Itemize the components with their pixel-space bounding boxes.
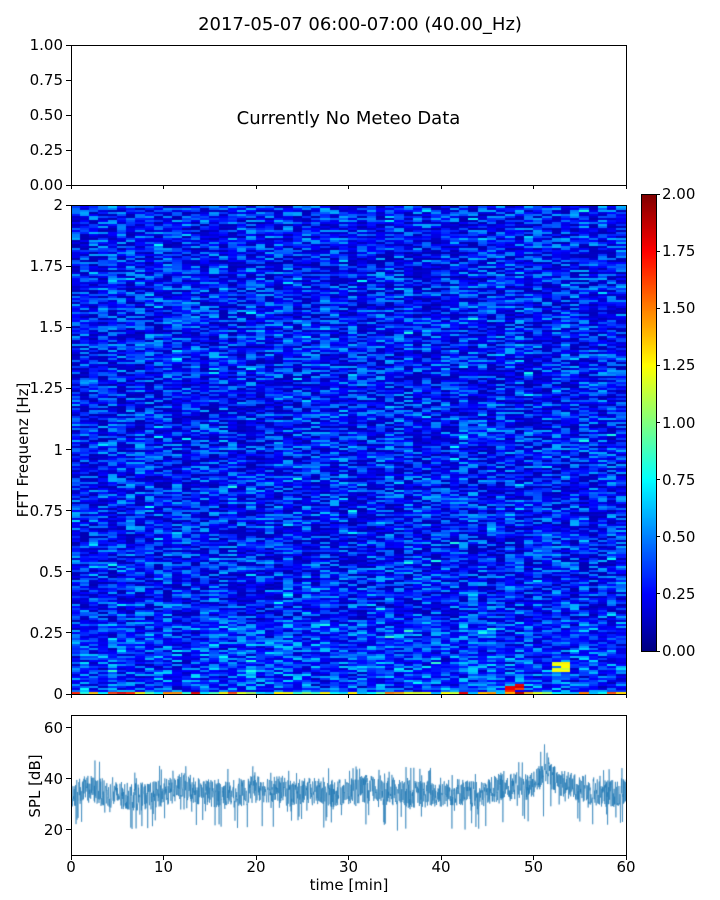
colorbar-tick-label: 1.25 — [662, 356, 696, 375]
colorbar-tick-mark — [656, 593, 660, 595]
spectrogram-y-tick-label: 1.25 — [29, 379, 63, 398]
spectrogram-y-tick-mark — [66, 449, 71, 450]
spectrogram-y-tick-label: 0.75 — [29, 501, 63, 520]
spl-x-tick-label: 30 — [338, 858, 359, 876]
spectrogram-y-tick-label: 0 — [53, 685, 63, 703]
meteo-y-tick-label: 0.50 — [29, 106, 63, 124]
spl-x-tick-label: 20 — [246, 858, 266, 876]
spl-x-tick-label: 10 — [153, 858, 174, 876]
meteo-x-tick-mark — [163, 185, 164, 189]
colorbar-tick-mark — [656, 536, 660, 538]
colorbar-tick-mark — [656, 250, 660, 252]
no-meteo-message: Currently No Meteo Data — [236, 108, 461, 129]
meteo-x-tick-mark — [255, 185, 257, 189]
spectrogram-y-tick-label: 2 — [53, 196, 63, 214]
meteo-y-tick-label: 0.25 — [29, 141, 63, 159]
spectrogram-y-tick-mark — [66, 326, 71, 328]
spl-y-tick-label: 40 — [43, 769, 63, 788]
colorbar-frame — [641, 194, 657, 652]
spectrogram-frame — [71, 205, 627, 695]
spectrogram-y-tick-mark — [66, 265, 71, 267]
meteo-y-tick-label: 0.75 — [29, 71, 63, 89]
spectrogram-heatmap — [71, 205, 626, 695]
meteo-y-tick-mark — [66, 149, 71, 151]
spl-x-tick-label: 60 — [616, 858, 636, 876]
spl-frame — [71, 715, 627, 856]
spectrogram-y-tick-label: 0.25 — [29, 623, 63, 642]
spectrogram-y-tick-mark — [66, 632, 71, 634]
spl-x-tick-label: 0 — [66, 858, 76, 876]
spectrogram-y-label: FFT Frequenz [Hz] — [14, 382, 32, 518]
colorbar-tick-label: 0.50 — [662, 527, 696, 546]
meteo-y-tick-mark — [66, 79, 71, 81]
colorbar-tick-label: 2.00 — [662, 185, 696, 203]
meteo-y-tick-mark — [66, 114, 71, 116]
spectrogram-y-tick-mark — [66, 510, 71, 512]
spl-y-tick-label: 60 — [43, 718, 63, 737]
colorbar-tick-label: 0.00 — [662, 642, 696, 660]
meteo-y-tick-mark — [66, 44, 71, 46]
meteo-y-tick-label: 1.00 — [29, 36, 63, 54]
spectrogram-x-tick-mark — [533, 694, 534, 698]
spectrogram-y-tick-mark — [66, 204, 71, 206]
spl-x-tick-label: 50 — [523, 858, 544, 876]
colorbar-tick-mark — [656, 193, 660, 195]
figure-title: 2017-05-07 06:00-07:00 (40.00_Hz) — [198, 14, 522, 35]
spl-x-tick-mark — [255, 855, 257, 860]
spl-y-tick-mark — [66, 829, 71, 831]
spectrogram-x-tick-mark — [348, 694, 349, 698]
spl-y-tick-mark — [66, 727, 71, 729]
meteo-x-tick-mark — [440, 185, 442, 189]
colorbar-tick-label: 1.75 — [662, 242, 696, 261]
spectrogram-y-tick-label: 1.75 — [29, 257, 63, 276]
spl-x-label: time [min] — [309, 876, 389, 894]
colorbar-tick-label: 1.00 — [662, 413, 696, 432]
meteo-y-tick-mark — [66, 184, 71, 186]
colorbar-tick-label: 1.50 — [662, 299, 696, 318]
colorbar-tick-mark — [656, 650, 660, 652]
spl-x-tick-label: 40 — [431, 858, 451, 876]
spl-line — [71, 715, 626, 855]
colorbar-tick-label: 0.25 — [662, 584, 696, 603]
spectrogram-x-tick-mark — [163, 694, 164, 698]
spl-x-tick-mark — [348, 855, 349, 860]
spectrogram-x-tick-mark — [70, 694, 72, 698]
meteo-x-tick-mark — [625, 185, 627, 189]
spectrogram-y-tick-mark — [66, 571, 71, 573]
meteo-x-tick-mark — [533, 185, 534, 189]
spectrogram-x-tick-mark — [255, 694, 257, 698]
meteo-panel — [71, 45, 627, 186]
spl-x-tick-mark — [533, 855, 534, 860]
spectrogram-x-tick-mark — [440, 694, 442, 698]
colorbar-tick-mark — [656, 479, 660, 481]
spectrogram-y-tick-mark — [66, 387, 71, 389]
spl-x-tick-mark — [70, 855, 72, 860]
colorbar-tick-label: 0.75 — [662, 470, 696, 489]
meteo-x-tick-mark — [70, 185, 72, 189]
colorbar-tick-mark — [656, 364, 660, 366]
spl-y-tick-label: 20 — [43, 820, 63, 839]
spectrogram-x-tick-mark — [625, 694, 627, 698]
colorbar-tick-mark — [656, 422, 660, 423]
meteo-x-tick-mark — [348, 185, 349, 189]
colorbar-tick-mark — [656, 307, 660, 309]
spl-y-label: SPL [dB] — [26, 754, 44, 818]
colorbar-gradient — [641, 194, 656, 652]
spectrogram-y-tick-label: 1 — [53, 440, 63, 459]
spl-x-tick-mark — [625, 855, 627, 860]
spl-x-tick-mark — [163, 855, 164, 860]
spectrogram-y-tick-mark — [66, 693, 71, 695]
spl-y-tick-mark — [66, 778, 71, 780]
meteo-y-tick-label: 0.00 — [29, 176, 63, 194]
spl-x-tick-mark — [440, 855, 442, 860]
spectrogram-y-tick-label: 1.5 — [39, 318, 63, 337]
spectrogram-y-tick-label: 0.5 — [39, 562, 63, 581]
